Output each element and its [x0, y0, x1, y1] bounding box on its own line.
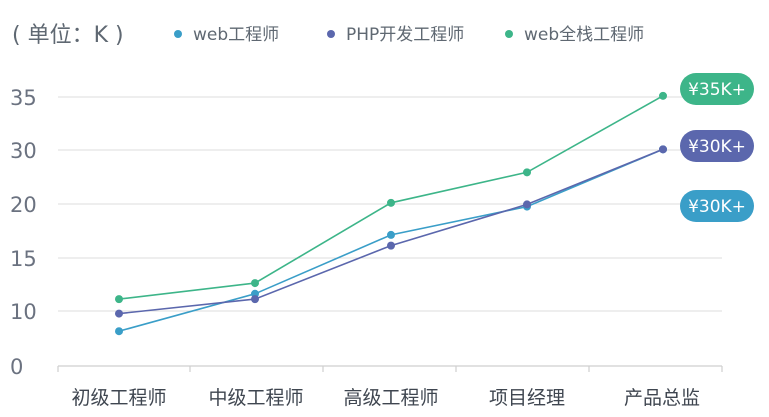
data-point-php-2[interactable] — [387, 241, 395, 250]
x-tick-label-2: 高级工程师 — [343, 387, 438, 409]
legend-marker-php — [327, 30, 335, 38]
series-layer — [115, 91, 667, 336]
end-badge-php-text: ¥30K+ — [688, 137, 746, 157]
end-badge-fullstack: ¥35K+ — [680, 73, 754, 105]
data-point-php-4[interactable] — [659, 145, 667, 154]
legend-label-fullstack: web全栈工程师 — [524, 25, 644, 45]
y-tick-label-20: 20 — [10, 193, 37, 217]
y-tick-label-35: 35 — [10, 86, 37, 110]
end-badge-web: ¥30K+ — [680, 190, 754, 222]
data-point-php-1[interactable] — [251, 295, 259, 304]
y-tick-label-15: 15 — [10, 247, 37, 271]
legend-item-web[interactable]: web工程师 — [174, 25, 279, 45]
y-tick-label-30: 30 — [10, 139, 37, 163]
legend-item-fullstack[interactable]: web全栈工程师 — [505, 25, 644, 45]
x-tick-label-1: 中级工程师 — [208, 387, 303, 409]
y-axis: 0 10 15 20 30 35 — [10, 86, 722, 379]
x-axis: 初级工程师 中级工程师 高级工程师 项目经理 产品总监 — [57, 366, 723, 409]
end-badge-php-shape — [680, 130, 754, 162]
x-tick-label-4: 产品总监 — [624, 387, 700, 409]
end-badge-php: ¥30K+ — [680, 130, 754, 162]
legend-label-php: PHP开发工程师 — [346, 25, 464, 45]
series-line-fullstack — [118, 95, 664, 300]
legend-marker-web — [174, 30, 182, 38]
x-tick-label-3: 项目经理 — [489, 387, 565, 409]
end-badges: ¥35K+ ¥30K+ ¥30K+ — [680, 73, 754, 222]
data-point-fullstack-0[interactable] — [115, 295, 123, 304]
unit-label: ( 单位：K ) — [12, 23, 124, 48]
data-point-php-3[interactable] — [523, 200, 531, 209]
data-point-web-0[interactable] — [115, 327, 123, 336]
legend-label-web: web工程师 — [193, 25, 279, 45]
data-point-fullstack-1[interactable] — [251, 279, 259, 288]
data-point-fullstack-3[interactable] — [523, 168, 531, 177]
legend-marker-fullstack — [505, 30, 513, 38]
data-point-web-2[interactable] — [387, 230, 395, 239]
end-badge-fullstack-text: ¥35K+ — [688, 80, 746, 100]
data-point-php-0[interactable] — [115, 309, 123, 318]
end-badge-web-shape — [680, 190, 754, 222]
y-tick-label-10: 10 — [10, 300, 37, 324]
data-point-fullstack-4[interactable] — [659, 91, 667, 100]
series-line-web — [118, 148, 664, 332]
end-badge-fullstack-shape — [680, 73, 754, 105]
end-badge-web-text: ¥30K+ — [688, 197, 746, 217]
legend: web工程师 PHP开发工程师 web全栈工程师 — [174, 25, 644, 45]
legend-item-php[interactable]: PHP开发工程师 — [327, 25, 464, 45]
y-tick-label-0: 0 — [10, 355, 23, 379]
data-point-fullstack-2[interactable] — [387, 198, 395, 207]
x-tick-label-0: 初级工程师 — [71, 387, 166, 409]
